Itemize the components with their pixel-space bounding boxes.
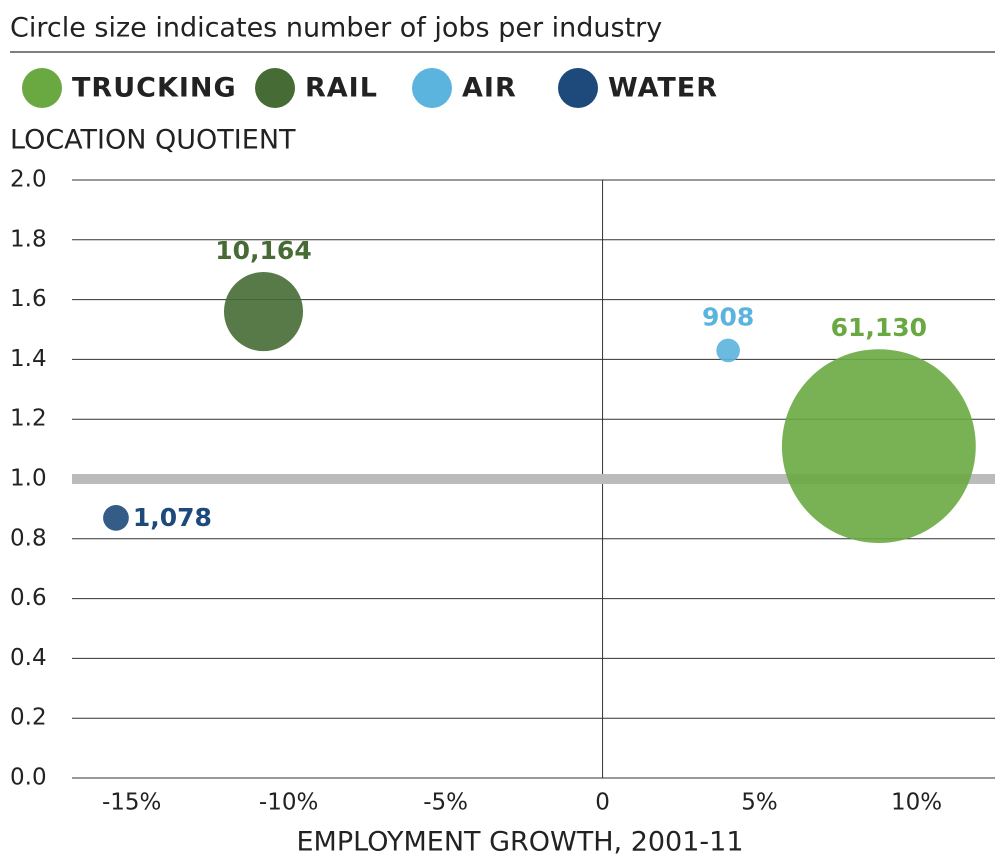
bubble bbox=[781, 349, 976, 544]
x-tick-label: -15% bbox=[102, 790, 161, 816]
x-tick-label: 0 bbox=[595, 790, 610, 816]
bubble bbox=[103, 504, 129, 531]
y-tick-label: 1.4 bbox=[10, 346, 47, 372]
y-tick-label: 1.2 bbox=[10, 406, 47, 432]
chart-title: Circle size indicates number of jobs per… bbox=[10, 13, 662, 44]
legend-label: RAIL bbox=[305, 73, 378, 104]
legend-swatch bbox=[22, 68, 62, 108]
data-label: 10,164 bbox=[215, 236, 311, 265]
y-tick-label: 1.6 bbox=[10, 286, 47, 312]
y-tick-label: 0.6 bbox=[10, 585, 47, 611]
y-tick-label: 0.4 bbox=[10, 645, 47, 671]
x-tick-label: 10% bbox=[891, 790, 942, 816]
x-tick-label: 5% bbox=[741, 790, 778, 816]
x-tick-label: -10% bbox=[259, 790, 318, 816]
bubble bbox=[223, 272, 304, 352]
y-tick-label: 0.2 bbox=[10, 705, 47, 731]
bubble bbox=[716, 338, 740, 363]
y-axis-label: LOCATION QUOTIENT bbox=[10, 125, 296, 156]
legend-label: WATER bbox=[608, 73, 718, 104]
legend-swatch bbox=[412, 68, 452, 108]
legend-label: AIR bbox=[462, 73, 517, 104]
y-tick-label: 0.8 bbox=[10, 525, 47, 551]
data-label: 1,078 bbox=[133, 503, 212, 532]
y-tick-label: 0.0 bbox=[10, 765, 47, 791]
data-label: 61,130 bbox=[831, 313, 927, 342]
legend-swatch bbox=[558, 68, 598, 108]
y-tick-label: 1.8 bbox=[10, 226, 47, 252]
y-tick-label: 2.0 bbox=[10, 167, 47, 193]
legend-label: TRUCKING bbox=[72, 73, 237, 104]
legend-swatch bbox=[255, 68, 295, 108]
y-tick-label: 1.0 bbox=[10, 466, 47, 492]
data-label: 908 bbox=[702, 303, 754, 332]
x-axis-label: EMPLOYMENT GROWTH, 2001-11 bbox=[296, 827, 743, 858]
x-tick-label: -5% bbox=[423, 790, 468, 816]
